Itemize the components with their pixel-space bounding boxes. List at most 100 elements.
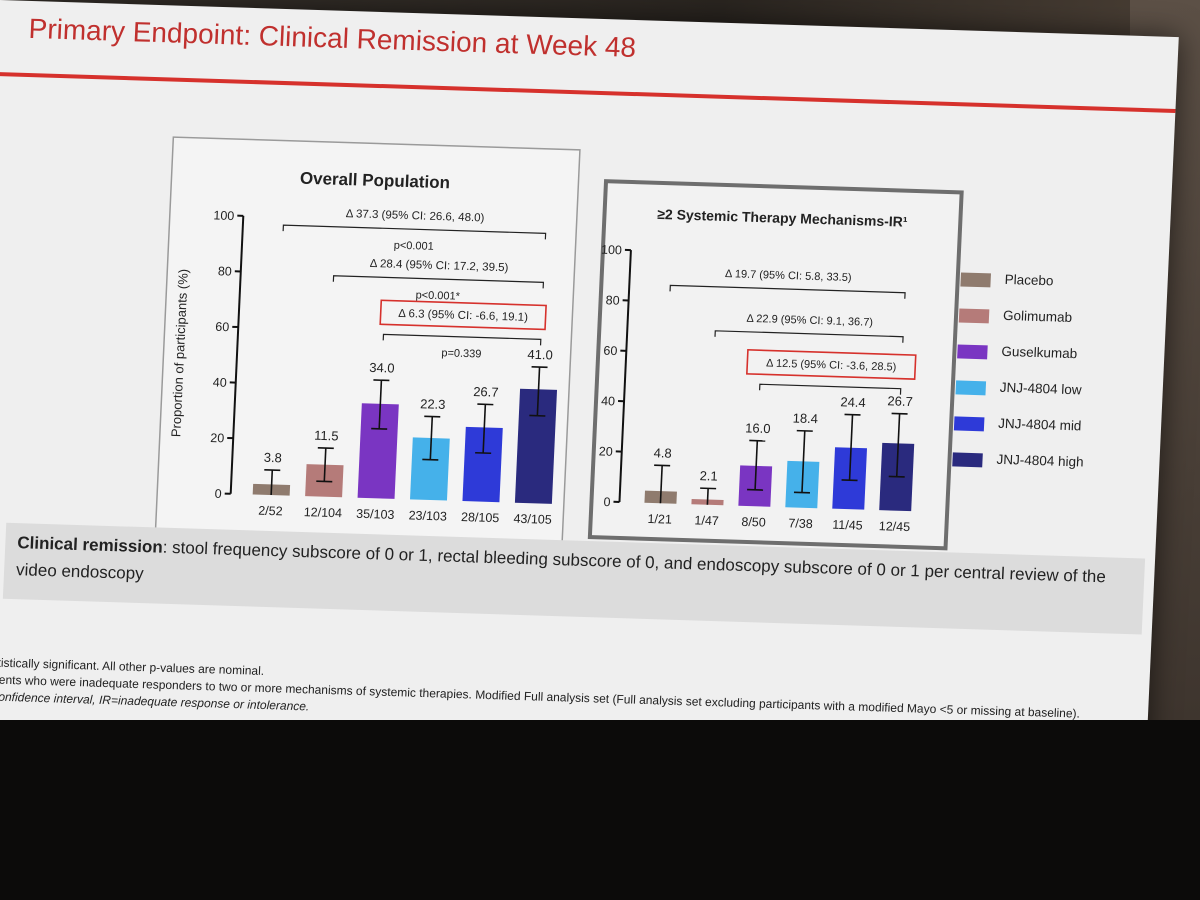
legend-swatch bbox=[958, 308, 990, 324]
error-bar bbox=[848, 414, 854, 481]
error-bar bbox=[482, 404, 487, 454]
x-tick-label: 35/103 bbox=[356, 507, 395, 522]
y-axis bbox=[618, 250, 632, 503]
legend-label: Guselkumab bbox=[1001, 343, 1078, 362]
error-bar bbox=[895, 413, 901, 477]
error-bar-cap bbox=[529, 414, 546, 417]
chart-legend: Placebo Golimumab Guselkumab JNJ-4804 low JN… bbox=[951, 270, 1111, 491]
chart-title: ≥2 Systemic Therapy Mechanisms-IR¹ bbox=[657, 206, 908, 230]
y-tick-label: 100 bbox=[213, 208, 235, 223]
data-label: 26.7 bbox=[887, 393, 913, 409]
error-bar bbox=[270, 469, 274, 496]
screen-bottom-edge bbox=[0, 720, 1200, 900]
legend-swatch bbox=[952, 452, 983, 468]
projected-slide: Primary Endpoint: Clinical Remission at … bbox=[0, 0, 1179, 777]
data-label: 34.0 bbox=[369, 360, 395, 376]
error-bar-cap bbox=[264, 468, 281, 472]
error-bar-cap bbox=[796, 429, 813, 432]
x-tick-label: 28/105 bbox=[461, 510, 500, 525]
legend-swatch bbox=[955, 380, 987, 396]
error-bar bbox=[536, 367, 541, 416]
y-tick-label: 20 bbox=[599, 444, 614, 458]
error-bar-cap bbox=[841, 479, 858, 482]
data-label: 2.1 bbox=[699, 468, 718, 484]
legend-item: Placebo bbox=[959, 270, 1110, 311]
chart-frame bbox=[587, 179, 964, 551]
legend-swatch bbox=[953, 416, 985, 432]
error-bar bbox=[378, 380, 383, 429]
p-value-label: p<0.001 bbox=[393, 240, 434, 253]
error-bar-cap bbox=[888, 475, 905, 478]
error-bar-cap bbox=[477, 403, 494, 406]
bar bbox=[514, 388, 558, 504]
x-tick-label: 1/21 bbox=[647, 512, 672, 527]
x-tick-label: 43/105 bbox=[513, 512, 552, 527]
x-tick-label: 12/104 bbox=[303, 505, 342, 520]
highlight-box bbox=[746, 349, 917, 380]
p-value-label: p=0.339 bbox=[441, 347, 482, 360]
error-bar-cap bbox=[793, 491, 811, 494]
y-tick-label: 20 bbox=[210, 431, 225, 445]
title-rule bbox=[0, 71, 1176, 114]
y-tick-label: 40 bbox=[213, 375, 228, 389]
error-bar bbox=[706, 488, 709, 505]
bar bbox=[462, 426, 503, 503]
y-tick-label: 60 bbox=[215, 320, 230, 334]
error-bar-cap bbox=[891, 412, 908, 415]
data-label: 16.0 bbox=[745, 420, 771, 436]
x-tick-label: 1/47 bbox=[694, 513, 719, 528]
error-bar-cap bbox=[475, 451, 492, 455]
legend-label: Placebo bbox=[1004, 271, 1054, 289]
error-bar-cap bbox=[700, 487, 717, 490]
legend-label: Golimumab bbox=[1002, 307, 1073, 326]
y-tick-label: 60 bbox=[603, 344, 618, 358]
y-axis bbox=[229, 215, 245, 494]
data-label: 24.4 bbox=[840, 394, 866, 410]
legend-label: JNJ-4804 mid bbox=[997, 415, 1082, 434]
data-label: 18.4 bbox=[792, 410, 818, 426]
comparison-bracket bbox=[669, 284, 906, 299]
comparison-bracket bbox=[714, 330, 904, 343]
error-bar-cap bbox=[531, 366, 548, 369]
data-label: 11.5 bbox=[314, 428, 339, 444]
data-label: 41.0 bbox=[527, 347, 553, 363]
comparison-label: Δ 19.7 (95% CI: 5.8, 33.5) bbox=[725, 268, 852, 284]
error-bar-cap bbox=[422, 458, 439, 461]
y-tick-label: 0 bbox=[603, 495, 611, 509]
highlight-box bbox=[379, 299, 547, 331]
y-tick-label: 100 bbox=[601, 243, 623, 258]
x-tick-label: 8/50 bbox=[741, 515, 766, 530]
chart-title: Overall Population bbox=[300, 169, 451, 193]
comparison-label: Δ 6.3 (95% CI: -6.6, 19.1) bbox=[398, 308, 528, 324]
error-bar-cap bbox=[654, 464, 671, 467]
definition-term: Clinical remission bbox=[16, 533, 164, 557]
bar bbox=[357, 403, 399, 499]
x-tick-label: 12/45 bbox=[879, 519, 911, 534]
error-bar-cap bbox=[316, 480, 333, 483]
comparison-bracket bbox=[382, 333, 542, 346]
slide-title: Primary Endpoint: Clinical Remission at … bbox=[28, 12, 637, 64]
error-bar bbox=[429, 416, 434, 460]
comparison-bracket bbox=[332, 275, 545, 289]
legend-item: JNJ-4804 low bbox=[955, 378, 1106, 419]
chart-panel-subgroup: ≥2 Systemic Therapy Mechanisms-IR¹ 0 20 40 6… bbox=[587, 179, 964, 551]
x-tick-label: 11/45 bbox=[832, 518, 863, 533]
error-bar-cap bbox=[317, 446, 334, 450]
y-tick-label: 80 bbox=[218, 264, 233, 278]
data-label: 4.8 bbox=[653, 445, 672, 461]
comparison-label: Δ 37.3 (95% CI: 26.6, 48.0) bbox=[346, 208, 485, 224]
error-bar-cap bbox=[844, 413, 861, 416]
error-bar-cap bbox=[373, 379, 390, 382]
y-tick-label: 0 bbox=[214, 487, 222, 501]
error-bar bbox=[801, 430, 806, 493]
data-label: 22.3 bbox=[420, 396, 446, 412]
p-value-label: p<0.001* bbox=[415, 289, 461, 302]
bar-chart: ≥2 Systemic Therapy Mechanisms-IR¹ 0 20 40 6… bbox=[587, 179, 964, 551]
comparison-bracket bbox=[758, 383, 902, 395]
error-bar bbox=[754, 440, 759, 490]
legend-label: JNJ-4804 low bbox=[999, 379, 1082, 398]
y-tick-label: 80 bbox=[605, 293, 620, 307]
legend-swatch bbox=[957, 344, 988, 360]
comparison-label: Δ 28.4 (95% CI: 17.2, 39.5) bbox=[370, 258, 509, 274]
